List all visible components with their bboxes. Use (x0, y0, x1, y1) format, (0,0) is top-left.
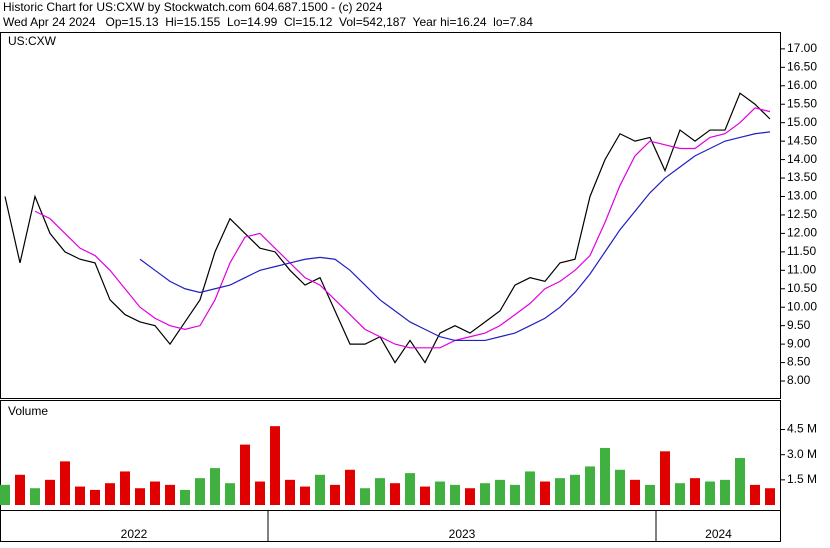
header-quote: Wed Apr 24 2024 Op=15.13 Hi=15.155 Lo=14… (3, 15, 533, 29)
volume-bar (390, 483, 400, 505)
volume-bar (540, 481, 550, 505)
volume-bar (630, 479, 640, 505)
price-line (139, 131, 771, 342)
volume-bar (300, 486, 310, 505)
volume-bar (555, 478, 565, 505)
volume-bar (510, 484, 520, 505)
y-tick-label: 16.50 (787, 59, 817, 73)
y-tick-label: 1.5 M (787, 472, 817, 486)
volume-bar (675, 483, 685, 505)
volume-bar (270, 426, 280, 505)
y-tick-label: 11.00 (787, 262, 816, 276)
volume-bar (120, 471, 130, 505)
volume-bar (435, 481, 445, 505)
volume-bar (105, 483, 115, 505)
volume-bar (195, 478, 205, 505)
volume-bar (720, 479, 730, 505)
price-title: US:CXW (8, 34, 57, 48)
volume-bar (15, 474, 25, 505)
volume-bar (75, 486, 85, 505)
volume-bar (330, 484, 340, 505)
volume-bar (45, 479, 55, 505)
y-tick-label: 14.50 (787, 133, 817, 147)
volume-bar (465, 488, 475, 505)
volume-bar (135, 488, 145, 505)
volume-bar (360, 488, 370, 505)
volume-bar (705, 481, 715, 505)
y-tick-label: 14.00 (787, 152, 817, 166)
y-tick-label: 9.00 (787, 336, 811, 350)
y-tick-label: 11.50 (787, 244, 816, 258)
y-tick-label: 12.50 (787, 207, 817, 221)
volume-bar (750, 484, 760, 505)
volume-bar (345, 469, 355, 505)
price-line (34, 107, 771, 349)
volume-bar (495, 479, 505, 505)
price-panel (0, 32, 781, 399)
volume-bar (180, 489, 190, 505)
y-tick-label: 10.50 (787, 281, 817, 295)
volume-title: Volume (8, 404, 48, 418)
volume-bar (315, 474, 325, 505)
volume-bar (660, 451, 670, 505)
y-tick-label: 4.5 M (787, 422, 817, 436)
y-tick-label: 15.00 (787, 115, 817, 129)
volume-bar (60, 461, 70, 505)
volume-bar (735, 458, 745, 505)
volume-bar (645, 484, 655, 505)
volume-bar (405, 473, 415, 505)
volume-bar (450, 484, 460, 505)
volume-bar (480, 483, 490, 505)
volume-bar (570, 474, 580, 505)
volume-bar (765, 488, 775, 505)
y-tick-label: 10.00 (787, 299, 817, 313)
volume-bar (600, 447, 610, 505)
volume-bar (585, 466, 595, 505)
y-tick-label: 8.50 (787, 355, 811, 369)
price-line (4, 92, 771, 364)
volume-bar (690, 478, 700, 505)
volume-bar (255, 481, 265, 505)
volume-bar (240, 444, 250, 505)
y-tick-label: 3.0 M (787, 447, 817, 461)
volume-bar (420, 486, 430, 505)
y-tick-label: 17.00 (787, 41, 817, 55)
volume-bar (150, 481, 160, 505)
volume-bar (210, 468, 220, 505)
y-tick-label: 9.50 (787, 318, 811, 332)
volume-bar (165, 484, 175, 505)
x-tick-label: 2024 (705, 527, 732, 541)
date-panel (0, 510, 781, 542)
volume-bar (525, 471, 535, 505)
x-tick-label: 2023 (449, 527, 476, 541)
header-title: Historic Chart for US:CXW by Stockwatch.… (3, 0, 383, 14)
y-tick-label: 8.00 (787, 373, 811, 387)
volume-bar (615, 469, 625, 505)
volume-bar (285, 479, 295, 505)
volume-bar (0, 484, 10, 505)
volume-bar (225, 483, 235, 505)
y-tick-label: 13.50 (787, 170, 817, 184)
y-tick-label: 12.00 (787, 226, 817, 240)
x-tick-label: 2022 (121, 527, 148, 541)
y-tick-label: 16.00 (787, 78, 817, 92)
volume-bar (30, 488, 40, 505)
volume-bar (375, 478, 385, 505)
y-tick-label: 13.00 (787, 189, 817, 203)
volume-bar (90, 489, 100, 505)
y-tick-label: 15.50 (787, 96, 817, 110)
